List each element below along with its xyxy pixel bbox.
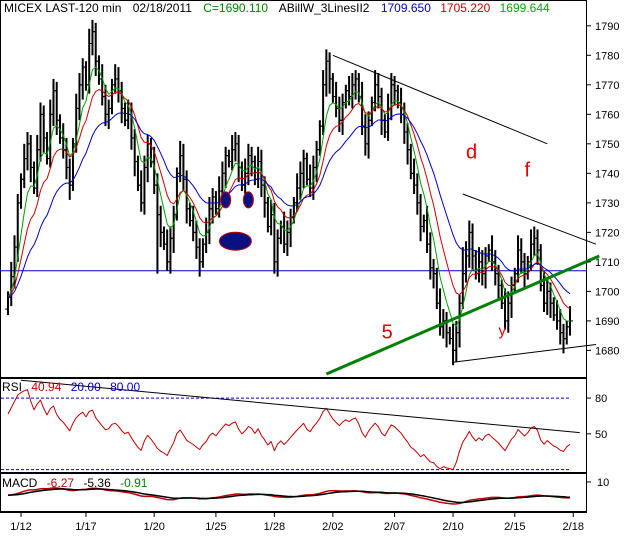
wave-label-5: 5 <box>382 322 393 344</box>
ma-line-ma-fast <box>7 66 570 327</box>
price-tick-label: 1730 <box>595 198 619 210</box>
trendlines <box>325 54 600 376</box>
price-panel: d f 5 y 1680 1690 1700 1710 1720 1730 1740 1750 176… <box>1 1 619 376</box>
signal-series <box>8 488 571 504</box>
price-panel-frame <box>0 0 587 378</box>
rsi-legend-name: RSI <box>2 380 22 394</box>
date-tick-label: 1/20 <box>143 521 164 533</box>
ma-line-ma-slow <box>7 112 571 298</box>
rsi-line <box>7 389 571 471</box>
date-tick-label: 2/10 <box>442 521 463 533</box>
price-tick-label: 1750 <box>595 139 619 151</box>
header-symbol: MICEX LAST-120 min <box>4 1 121 15</box>
rsi-legend: RSI 40.94 20.00 80.00 <box>2 380 140 394</box>
header-close: C=1690.110 <box>203 1 268 15</box>
header-ma-green: 1699.644 <box>500 1 550 15</box>
price-tick-label: 1690 <box>595 316 619 328</box>
header-date: 02/18/2011 <box>133 1 192 15</box>
price-y-axis: 1680 1690 1700 1710 1720 1730 1740 1750 1760 1770… <box>587 21 619 357</box>
macd-legend-signal: -5.36 <box>83 476 111 490</box>
date-tick-label: 2/15 <box>504 521 525 533</box>
rsi-trendline <box>20 379 580 434</box>
macd-tick-label: 10 <box>597 477 609 489</box>
wave-annotations: d f 5 y <box>382 142 531 344</box>
date-tick-label: 1/12 <box>10 521 31 533</box>
date-tick-label: 2/02 <box>322 521 343 533</box>
trendline-0 <box>332 54 548 145</box>
face-marks <box>218 191 254 251</box>
face-eye <box>220 191 232 209</box>
macd-legend-name: MACD <box>2 476 38 490</box>
panel-frames <box>0 0 587 513</box>
date-x-axis: 1/12 1/17 1/20 1/25 1/28 2/02 2/07 2/10 2/15 2/18 <box>10 512 584 533</box>
rsi-panel-frame <box>0 378 587 473</box>
price-tick-label: 1770 <box>595 80 619 92</box>
macd-legend-hist: -0.91 <box>120 476 148 490</box>
trendline-3 <box>325 254 600 376</box>
rsi-panel: 50 80 RSI 40.94 20.00 80.00 <box>1 379 607 471</box>
date-tick-label: 2/18 <box>563 521 584 533</box>
macd-panel: 10 MACD -6.27 -5.36 -0.91 <box>2 476 609 505</box>
rsi-series <box>7 389 571 471</box>
wave-label-d: d <box>466 142 477 164</box>
date-tick-label: 1/17 <box>75 521 96 533</box>
macd-lines <box>7 487 571 505</box>
macd-y-axis: 10 <box>587 477 609 489</box>
header-ma-blue: 1709.650 <box>381 1 431 15</box>
wave-label-y: y <box>499 323 507 340</box>
price-tick-label: 1710 <box>595 257 619 269</box>
date-tick-label: 1/25 <box>205 521 226 533</box>
macd-legend: MACD -6.27 -5.36 -0.91 <box>2 476 148 490</box>
price-tick-label: 1760 <box>595 109 619 121</box>
rsi-y-axis: 50 80 <box>587 393 607 441</box>
price-tick-label: 1780 <box>595 50 619 62</box>
macd-legend-macd: -6.27 <box>47 476 75 490</box>
price-tick-label: 1740 <box>595 168 619 180</box>
face-mouth <box>218 231 252 251</box>
rsi-trendline <box>20 379 580 434</box>
date-tick-label: 2/07 <box>384 521 405 533</box>
price-tick-label: 1720 <box>595 227 619 239</box>
rsi-tick-label: 50 <box>595 429 607 441</box>
price-tick-label: 1790 <box>595 21 619 33</box>
rsi-legend-high: 80.00 <box>110 380 140 394</box>
price-header: MICEX LAST-120 min 02/18/2011 C=1690.110… <box>4 1 550 15</box>
header-ma-red: 1705.220 <box>440 1 490 15</box>
price-tick-label: 1700 <box>595 286 619 298</box>
trendline-2 <box>452 343 597 363</box>
header-indicator: ABillW_3LinesII2 <box>279 1 370 15</box>
price-tick-label: 1680 <box>595 345 619 357</box>
date-tick-label: 1/28 <box>264 521 285 533</box>
rsi-tick-label: 80 <box>595 393 607 405</box>
rsi-legend-value: 40.94 <box>31 380 61 394</box>
wave-label-f: f <box>525 159 531 181</box>
macd-panel-frame <box>0 473 587 512</box>
face-eye <box>242 191 254 209</box>
moving-averages <box>7 66 571 327</box>
ma-line-ma-mid <box>7 89 571 310</box>
rsi-legend-low: 20.00 <box>71 380 101 394</box>
trendline-1 <box>462 193 597 245</box>
